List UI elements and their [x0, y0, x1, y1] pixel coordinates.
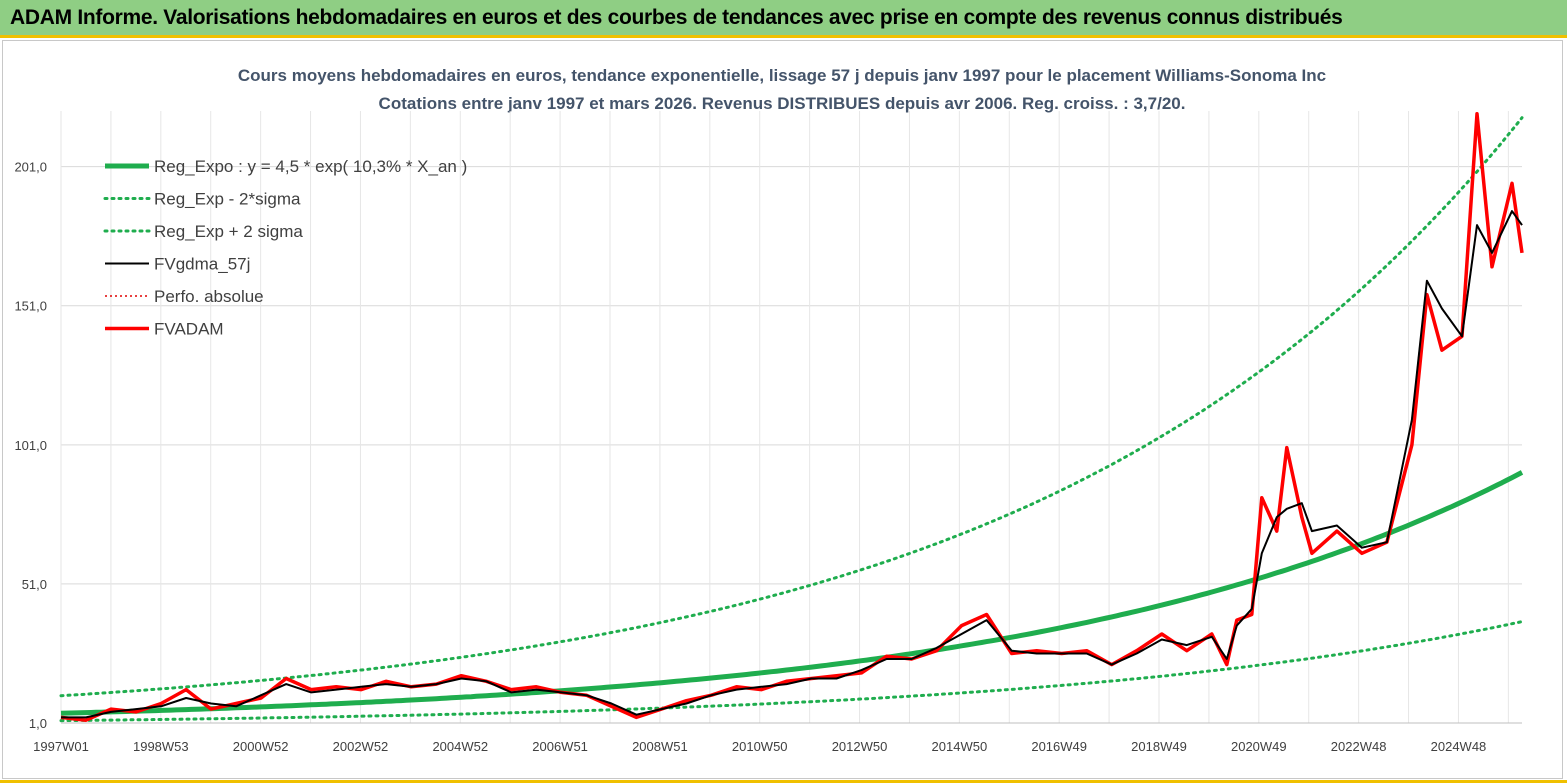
x-tick-label: 2018W49 — [1131, 739, 1187, 754]
chart-frame: Cours moyens hebdomadaires en euros, ten… — [2, 40, 1563, 779]
x-tick-label: 2000W52 — [233, 739, 289, 754]
x-axis: 1997W01 1998W53 2000W52 2002W52 2004W52 2006W… — [33, 722, 1522, 754]
x-tick-label: 2012W50 — [832, 739, 888, 754]
legend: Reg_Expo : y = 4,5 * exp( 10,3% * X_an )… — [103, 157, 467, 339]
x-tick-label: 2024W48 — [1431, 739, 1487, 754]
x-tick-label: 2010W50 — [732, 739, 788, 754]
chart: Cours moyens hebdomadaires en euros, ten… — [14, 66, 1524, 754]
x-tick-label: 2016W49 — [1031, 739, 1087, 754]
legend-label: FVgdma_57j — [154, 255, 250, 274]
chart-subtitle: Cotations entre janv 1997 et mars 2026. … — [379, 94, 1186, 113]
legend-label: Perfo. absolue — [154, 287, 264, 306]
series-line-1 — [59, 620, 1524, 723]
y-tick-label: 1,0 — [29, 716, 47, 731]
x-tick-label: 2020W49 — [1231, 739, 1287, 754]
grid — [60, 111, 1522, 724]
report-title: ADAM Informe. Valorisations hebdomadaire… — [10, 6, 1343, 29]
series-line-0 — [60, 470, 1524, 716]
x-tick-label: 1998W53 — [133, 739, 189, 754]
x-tick-label: 2014W50 — [932, 739, 988, 754]
x-tick-label: 2006W51 — [532, 739, 588, 754]
x-tick-label: 1997W01 — [33, 739, 89, 754]
series-group — [59, 112, 1524, 723]
report-header: ADAM Informe. Valorisations hebdomadaire… — [0, 0, 1567, 38]
y-tick-label: 201,0 — [14, 160, 47, 175]
x-tick-label: 2004W52 — [432, 739, 488, 754]
y-tick-label: 51,0 — [22, 577, 47, 592]
series-line-3 — [61, 210, 1523, 719]
legend-label: Reg_Exp + 2 sigma — [154, 222, 303, 241]
series-line-2 — [59, 116, 1524, 698]
footer-bar — [0, 780, 1567, 783]
x-tick-label: 2002W52 — [333, 739, 389, 754]
y-axis: 1,0 51,0 101,0 151,0 201,0 — [14, 160, 47, 731]
y-tick-label: 101,0 — [14, 438, 47, 453]
x-tick-label: 2008W51 — [632, 739, 688, 754]
series-line-4 — [61, 210, 1523, 719]
legend-label: FVADAM — [154, 320, 224, 339]
legend-label: Reg_Expo : y = 4,5 * exp( 10,3% * X_an ) — [154, 157, 467, 176]
legend-label: Reg_Exp - 2*sigma — [154, 190, 301, 209]
x-tick-label: 2022W48 — [1331, 739, 1387, 754]
y-tick-label: 151,0 — [14, 299, 47, 314]
chart-title: Cours moyens hebdomadaires en euros, ten… — [238, 66, 1326, 85]
